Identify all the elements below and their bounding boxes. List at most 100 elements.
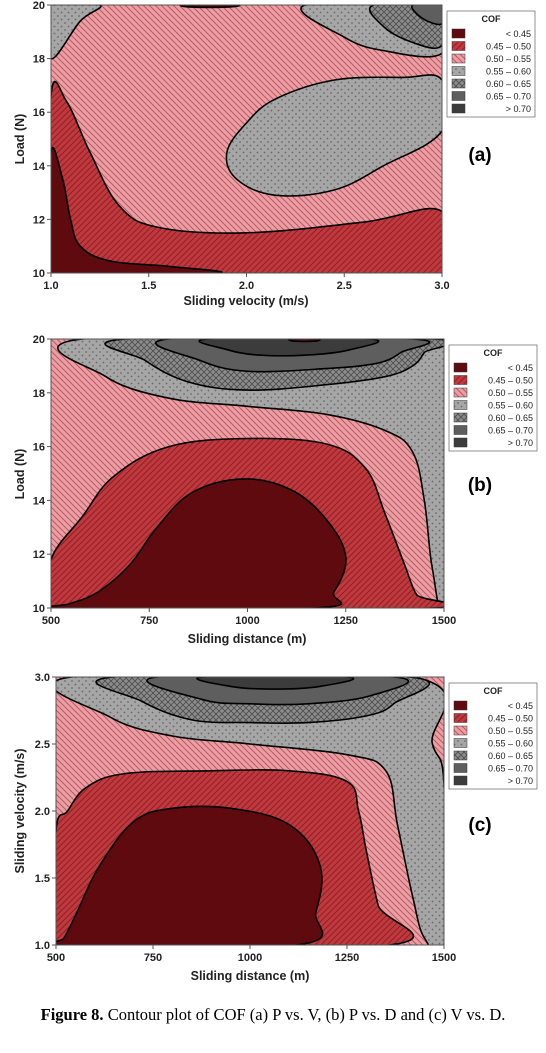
legend-swatch-a-5 <box>451 91 466 101</box>
y-tick-label-c-2: 2.0 <box>35 806 50 818</box>
x-axis-label-b: Sliding distance (m) <box>188 632 307 646</box>
x-tick-label-a-4: 3.0 <box>434 280 449 292</box>
legend-swatch-b-0 <box>453 362 468 373</box>
legend-c: COF < 0.45 0.45 – 0.50 0.50 – 0.55 0.55 – 0.… <box>448 682 538 790</box>
contour-region-a-2 <box>225 74 442 197</box>
y-tick-label-a-3: 16 <box>33 107 45 119</box>
legend-swatch-c-5 <box>453 763 468 773</box>
legend-title-c: COF <box>484 686 504 696</box>
y-tick-label-b-3: 16 <box>33 442 45 454</box>
y-axis-label-b: Load (N) <box>13 449 27 500</box>
contour-panel-c: 500 750 1000 1250 1500 1.0 1.5 2.0 2.5 3.0 Slidi… <box>13 672 538 983</box>
contour-region-b-2 <box>51 478 347 608</box>
legend-swatch-b-1 <box>453 375 468 385</box>
legend-label-c-4: 0.60 – 0.65 <box>488 751 533 761</box>
legend-swatch-b-4 <box>453 412 468 423</box>
x-axis-label-c: Sliding distance (m) <box>191 969 310 983</box>
contour-panel-b: 500 750 1000 1250 1500 10 12 14 16 18 20 Sliding … <box>13 334 538 646</box>
legend-swatch-c-0 <box>453 700 468 711</box>
contour-region-c-2 <box>56 805 324 945</box>
x-axis-label-a: Sliding velocity (m/s) <box>183 294 308 308</box>
legend-swatch-b-5 <box>453 425 468 435</box>
contour-region-c-0 <box>56 677 444 945</box>
y-tick-label-b-1: 12 <box>33 549 45 561</box>
legend-title-b: COF <box>484 348 504 358</box>
y-tick-label-a-0: 10 <box>33 268 45 280</box>
legend-title-a: COF <box>482 14 502 24</box>
legend-label-b-0: < 0.45 <box>508 363 533 373</box>
y-tick-label-a-2: 14 <box>33 161 46 173</box>
y-ticks-a: 10 12 14 16 18 20 <box>33 0 51 280</box>
legend-label-b-4: 0.60 – 0.65 <box>488 413 533 423</box>
y-tick-label-a-4: 18 <box>33 54 45 66</box>
y-tick-label-b-2: 14 <box>33 495 46 507</box>
contour-figure: 1.0 1.5 2.0 2.5 3.0 10 12 14 16 18 20 Sliding vel… <box>13 0 538 983</box>
x-tick-label-a-2: 2.0 <box>239 280 254 292</box>
contour-region-c-5 <box>196 677 355 690</box>
x-tick-label-c-4: 1500 <box>432 952 456 964</box>
legend-swatch-c-2 <box>453 725 468 736</box>
x-tick-label-c-0: 500 <box>47 952 65 964</box>
panel-label-b: (b) <box>468 475 492 496</box>
legend-swatch-b-3 <box>453 400 468 410</box>
y-tick-label-b-4: 18 <box>33 388 45 400</box>
contour-regions-c <box>56 677 444 945</box>
contour-region-a-6 <box>411 5 442 26</box>
figure-caption: Figure 8. Contour plot of COF (a) P vs. … <box>20 1004 526 1026</box>
legend-swatch-c-1 <box>453 713 468 723</box>
contour-region-a-3 <box>51 5 102 60</box>
contour-region-b-6 <box>288 339 321 343</box>
legend-label-a-2: 0.50 – 0.55 <box>486 54 531 64</box>
contour-region-a-0 <box>51 80 442 273</box>
x-tick-label-c-2: 1000 <box>238 952 262 964</box>
legend-label-a-3: 0.55 – 0.60 <box>486 67 531 77</box>
panel-label-c: (c) <box>468 815 491 836</box>
y-axis-label-a: Load (N) <box>13 114 27 165</box>
legend-swatch-a-3 <box>451 66 466 76</box>
y-tick-label-c-4: 3.0 <box>35 672 50 684</box>
legend-swatch-c-4 <box>453 750 468 761</box>
legend-label-a-6: > 0.70 <box>506 104 531 114</box>
legend-swatch-a-4 <box>451 78 466 89</box>
legend-a: COF < 0.45 0.45 – 0.50 0.50 – 0.55 0.55 – 0.… <box>446 10 536 118</box>
y-ticks-c: 1.0 1.5 2.0 2.5 3.0 <box>35 672 56 952</box>
contour-region-b-5 <box>198 339 380 357</box>
contour-region-b-0 <box>56 339 444 608</box>
y-tick-label-c-0: 1.0 <box>35 940 50 952</box>
y-tick-label-b-5: 20 <box>33 334 45 346</box>
legend-swatch-a-0 <box>451 28 466 39</box>
legend-label-b-3: 0.55 – 0.60 <box>488 401 533 411</box>
y-tick-label-a-5: 20 <box>33 0 45 12</box>
legend-swatch-a-1 <box>451 41 466 51</box>
y-tick-label-c-3: 2.5 <box>35 739 50 751</box>
contour-panel-a: 1.0 1.5 2.0 2.5 3.0 10 12 14 16 18 20 Sliding vel… <box>13 0 536 308</box>
contour-region-a-7 <box>179 5 241 9</box>
legend-label-b-1: 0.45 – 0.50 <box>488 376 533 386</box>
x-tick-label-a-3: 2.5 <box>337 280 352 292</box>
legend-swatch-a-2 <box>451 53 466 64</box>
legend-label-c-3: 0.55 – 0.60 <box>488 739 533 749</box>
legend-label-c-6: > 0.70 <box>508 776 533 786</box>
legend-swatch-c-3 <box>453 738 468 748</box>
x-tick-label-b-1: 750 <box>140 615 158 627</box>
x-ticks-a: 1.0 1.5 2.0 2.5 3.0 <box>43 273 450 292</box>
legend-label-c-0: < 0.45 <box>508 701 533 711</box>
legend-label-a-0: < 0.45 <box>506 29 531 39</box>
legend-label-b-5: 0.65 – 0.70 <box>488 426 533 436</box>
caption-text: Contour plot of COF (a) P vs. V, (b) P v… <box>103 1005 506 1024</box>
y-axis-label-c: Sliding velocity (m/s) <box>13 748 27 873</box>
legend-label-a-4: 0.60 – 0.65 <box>486 79 531 89</box>
legend-label-c-5: 0.65 – 0.70 <box>488 764 533 774</box>
x-ticks-b: 500 750 1000 1250 1500 <box>42 608 456 627</box>
legend-swatch-c-6 <box>453 775 468 786</box>
x-tick-label-b-4: 1500 <box>432 615 456 627</box>
legend-swatch-b-6 <box>453 437 468 448</box>
x-tick-label-a-1: 1.5 <box>141 280 156 292</box>
caption-label: Figure 8. <box>40 1005 104 1024</box>
legend-label-a-1: 0.45 – 0.50 <box>486 42 531 52</box>
legend-label-b-2: 0.50 – 0.55 <box>488 388 533 398</box>
x-tick-label-b-2: 1000 <box>235 615 259 627</box>
x-tick-label-b-0: 500 <box>42 615 60 627</box>
x-tick-label-c-3: 1250 <box>335 952 359 964</box>
y-tick-label-a-1: 12 <box>33 214 45 226</box>
